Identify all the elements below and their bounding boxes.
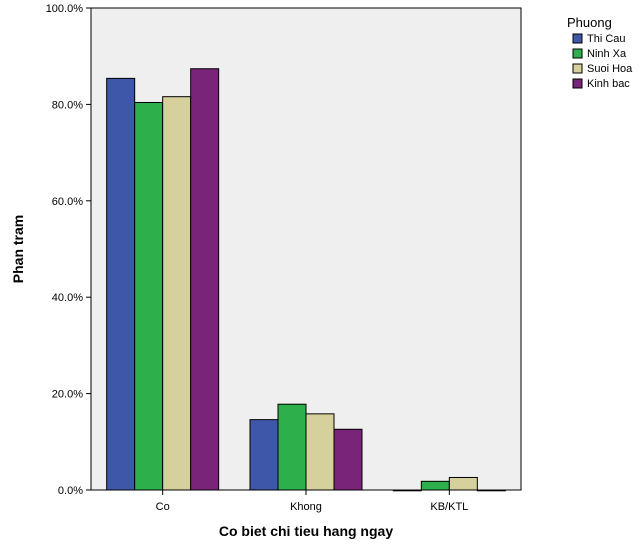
y-tick-label-1: 20.0%: [52, 389, 83, 401]
x-tick-label-0: Co: [156, 501, 170, 513]
y-tick-label-3: 60.0%: [52, 196, 83, 208]
bar-2-3: [476, 489, 506, 492]
bar-0-2: [162, 96, 192, 491]
legend-label-3: Kinh bac: [587, 78, 630, 90]
bar-2-1: [420, 480, 450, 491]
x-tick-label-1: Khong: [290, 501, 322, 513]
bar-0-3: [190, 68, 220, 491]
bar-1-2: [305, 413, 335, 491]
y-axis-title: Phan tram: [10, 215, 26, 283]
y-tick-label-2: 40.0%: [52, 292, 83, 304]
bar-1-1: [277, 403, 307, 491]
legend: Phuong Thi Cau Ninh Xa Suoi Hoa Kinh bac: [567, 15, 633, 90]
legend-label-2: Suoi Hoa: [587, 63, 633, 75]
legend-label-0: Thi Cau: [587, 33, 626, 45]
bars-group: [106, 68, 506, 492]
legend-swatch-1: [572, 48, 583, 59]
legend-swatch-3: [572, 78, 583, 89]
y-tick-label-0: 0.0%: [58, 485, 83, 497]
legend-label-1: Ninh Xa: [587, 48, 627, 60]
y-axis: 0.0% 20.0% 40.0% 60.0% 80.0% 100.0%: [46, 3, 91, 497]
x-axis-title: Co biet chi tieu hang ngay: [219, 523, 393, 539]
bar-0-0: [106, 77, 136, 491]
y-tick-label-5: 100.0%: [46, 3, 84, 15]
bar-1-0: [249, 419, 279, 491]
x-axis: Co Khong KB/KTL: [156, 490, 468, 513]
bar-2-0: [392, 489, 422, 492]
legend-title: Phuong: [567, 15, 612, 30]
bar-0-1: [134, 101, 164, 491]
legend-swatch-0: [572, 33, 583, 44]
y-tick-label-4: 80.0%: [52, 99, 83, 111]
legend-swatch-2: [572, 63, 583, 74]
x-tick-label-2: KB/KTL: [430, 501, 468, 513]
bar-1-3: [333, 428, 363, 491]
bar-2-2: [448, 476, 478, 491]
